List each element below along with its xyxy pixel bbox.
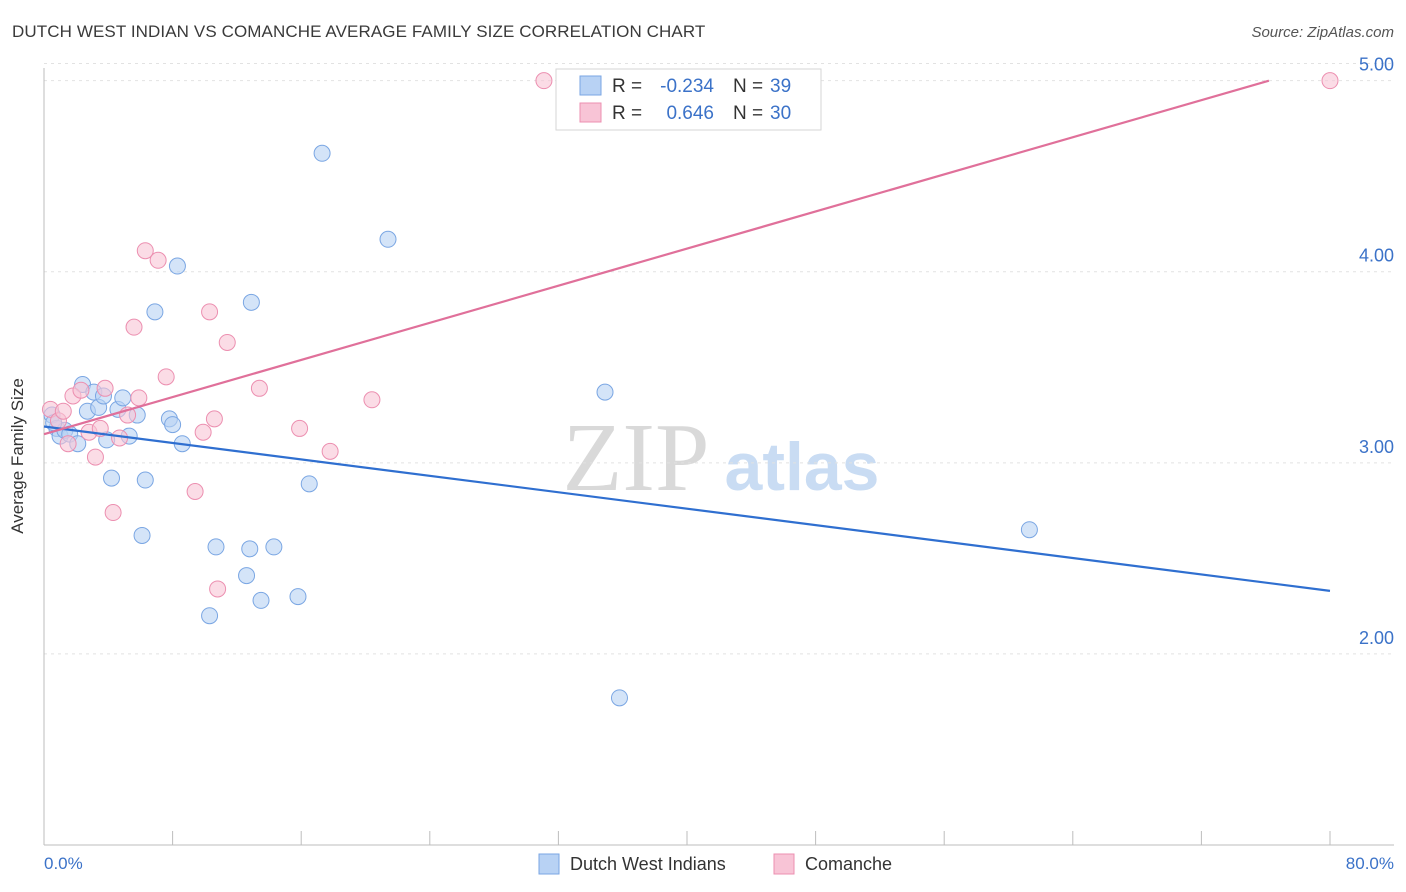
point-dutch-west-indians-31 [289, 588, 307, 606]
point-comanche-21 [205, 410, 223, 428]
legend-r-value-1: -0.234 [660, 76, 714, 97]
point-dutch-west-indians-14 [114, 389, 132, 407]
point-dutch-west-indians-26 [238, 567, 256, 585]
source-credit: Source: ZipAtlas.com [1251, 24, 1394, 41]
point-comanche-23 [218, 333, 236, 351]
point-comanche-9 [96, 379, 114, 397]
point-comanche-29 [1321, 72, 1339, 90]
x-tick-label-min: 0.0% [44, 854, 83, 873]
grid-layer [44, 62, 1394, 655]
point-dutch-west-indians-27 [241, 540, 259, 558]
point-comanche-7 [86, 448, 104, 466]
trendline-comanche [43, 79, 1270, 436]
point-comanche-25 [291, 419, 309, 437]
point-comanche-13 [130, 389, 148, 407]
point-dutch-west-indians-29 [252, 591, 270, 609]
stats-legend: R = -0.234 N = 39 R = 0.646 N = 30 [555, 68, 822, 131]
point-comanche-19 [194, 423, 212, 441]
point-comanche-24 [250, 379, 268, 397]
point-dutch-west-indians-12 [103, 469, 121, 487]
axis-layer: 2.00 3.00 4.00 5.00 [43, 55, 1394, 846]
point-comanche-28 [535, 72, 553, 90]
point-dutch-west-indians-37 [1020, 521, 1038, 539]
legend-r-label-1: R = [612, 76, 642, 97]
legend-n-label-1: N = [733, 76, 763, 97]
legend-n-label-2: N = [733, 103, 763, 124]
legend-r-value-2: 0.646 [666, 103, 714, 124]
point-dutch-west-indians-33 [313, 144, 331, 162]
chart-title: DUTCH WEST INDIAN VS COMANCHE AVERAGE FA… [12, 22, 706, 41]
point-dutch-west-indians-21 [164, 416, 182, 434]
point-comanche-18 [186, 482, 204, 500]
point-dutch-west-indians-17 [133, 526, 151, 544]
point-dutch-west-indians-25 [207, 538, 225, 556]
point-comanche-16 [125, 318, 143, 336]
point-comanche-5 [72, 381, 90, 399]
point-comanche-2 [54, 402, 72, 420]
watermark-zip: ZIP [563, 404, 710, 512]
point-dutch-west-indians-22 [168, 257, 186, 275]
point-comanche-22 [209, 580, 227, 598]
trend-layer [43, 79, 1331, 592]
series-legend: Dutch West Indians Comanche [538, 853, 892, 875]
series-legend-swatch-blue [538, 853, 560, 875]
legend-r-label-2: R = [612, 103, 642, 124]
point-comanche-14 [136, 242, 154, 260]
point-dutch-west-indians-34 [379, 230, 397, 248]
y-tick-label-3: 5.00 [1359, 55, 1394, 75]
legend-swatch-pink [579, 102, 602, 123]
x-tick-label-max: 80.0% [1346, 854, 1394, 873]
points-layer [41, 72, 1339, 707]
series-legend-swatch-pink [773, 853, 795, 875]
y-tick-label-2: 4.00 [1359, 246, 1394, 266]
trendline-dutch-west-indians [43, 425, 1331, 592]
y-tick-label-0: 2.00 [1359, 628, 1394, 648]
point-comanche-15 [149, 251, 167, 269]
point-comanche-26 [321, 442, 339, 460]
point-comanche-10 [104, 504, 122, 522]
point-dutch-west-indians-28 [242, 293, 260, 311]
point-comanche-3 [59, 435, 77, 453]
point-dutch-west-indians-18 [136, 471, 154, 489]
point-dutch-west-indians-19 [146, 303, 164, 321]
point-comanche-17 [157, 368, 175, 386]
point-comanche-27 [363, 391, 381, 409]
point-dutch-west-indians-35 [596, 383, 614, 401]
y-tick-label-1: 3.00 [1359, 437, 1394, 457]
point-dutch-west-indians-32 [300, 475, 318, 493]
point-comanche-20 [201, 303, 219, 321]
series-legend-label-blue: Dutch West Indians [570, 854, 726, 874]
legend-n-value-2: 30 [770, 103, 791, 124]
legend-n-value-1: 39 [770, 76, 791, 97]
legend-swatch-blue [579, 75, 602, 96]
watermark-atlas: atlas [725, 429, 880, 505]
point-dutch-west-indians-30 [265, 538, 283, 556]
point-dutch-west-indians-24 [201, 607, 219, 625]
series-legend-label-pink: Comanche [805, 854, 892, 874]
point-dutch-west-indians-36 [610, 689, 628, 707]
